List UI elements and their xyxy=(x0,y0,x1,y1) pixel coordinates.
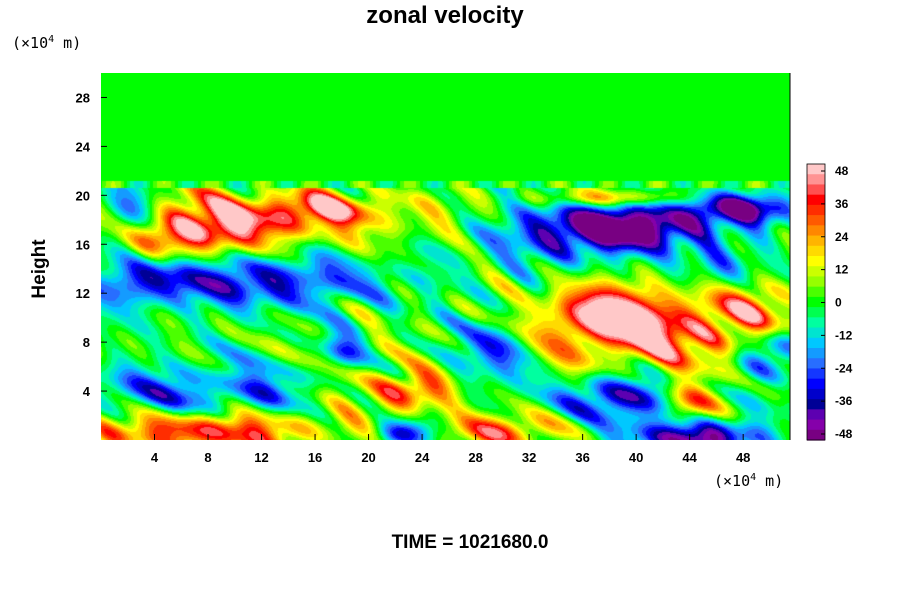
x-tick-label: 32 xyxy=(522,450,536,465)
colorbar-band xyxy=(807,204,825,216)
colorbar-band xyxy=(807,225,825,237)
colorbar-band xyxy=(807,286,825,298)
x-tick-label: 36 xyxy=(575,450,589,465)
colorbar-band xyxy=(807,266,825,278)
x-tick-label: 28 xyxy=(468,450,482,465)
colorbar-band xyxy=(807,235,825,247)
y-axis-unit: (×104 m) xyxy=(12,34,82,52)
colorbar-band xyxy=(807,184,825,196)
time-label: TIME = 1021680.0 xyxy=(391,532,549,553)
colorbar-tick-label: 36 xyxy=(835,197,849,211)
x-axis-ticks: 4 8 12 16 20 24 28 32 36 40 44 48 xyxy=(151,434,750,465)
x-tick-label: 12 xyxy=(254,450,268,465)
x-tick-label: 4 xyxy=(151,450,159,465)
x-tick-label: 8 xyxy=(204,450,211,465)
chart-title: zonal velocity xyxy=(366,2,524,29)
y-tick-label: 24 xyxy=(76,139,91,154)
colorbar-band xyxy=(807,419,825,431)
colorbar-band xyxy=(807,307,825,318)
y-tick-label: 12 xyxy=(76,286,90,301)
colorbar-band xyxy=(807,276,825,288)
colorbar-band xyxy=(807,174,825,186)
colorbar-band xyxy=(807,378,825,390)
colorbar-tick-label: 0 xyxy=(835,296,842,310)
plot-area xyxy=(101,73,790,440)
colorbar-band xyxy=(807,429,825,441)
y-tick-label: 4 xyxy=(83,384,91,399)
colorbar-tick-label: -12 xyxy=(835,328,853,342)
x-tick-label: 48 xyxy=(736,450,750,465)
colorbar-tick-label: 24 xyxy=(835,230,849,244)
colorbar-tick-label: -36 xyxy=(835,394,853,408)
x-tick-label: 16 xyxy=(308,450,322,465)
colorbar-tick-label: -48 xyxy=(835,427,853,441)
y-tick-label: 8 xyxy=(83,335,90,350)
y-tick-label: 28 xyxy=(76,90,90,105)
y-tick-label: 20 xyxy=(76,188,90,203)
colorbar-band xyxy=(807,215,825,226)
colorbar-band xyxy=(807,348,825,359)
x-tick-label: 44 xyxy=(682,450,697,465)
colorbar-band xyxy=(807,358,825,370)
colorbar-band xyxy=(807,388,825,400)
x-tick-label: 40 xyxy=(629,450,643,465)
colorbar-band xyxy=(807,337,825,349)
colorbar-tick-label: 48 xyxy=(835,164,849,178)
colorbar-band xyxy=(807,327,825,339)
y-tick-label: 16 xyxy=(76,237,90,252)
x-tick-label: 24 xyxy=(415,450,430,465)
colorbar-band xyxy=(807,317,825,329)
colorbar-band xyxy=(807,194,825,206)
colorbar-band xyxy=(807,409,825,421)
colorbar-band xyxy=(807,256,825,267)
colorbar-band xyxy=(807,164,825,175)
x-axis-unit: (×104 m) xyxy=(714,472,784,490)
y-axis-ticks: 4 8 12 16 20 24 28 xyxy=(76,90,107,399)
colorbar: 48 36 24 12 0 -12 -24 -36 -48 xyxy=(806,163,853,441)
colorbar-band xyxy=(807,368,825,380)
colorbar-band xyxy=(807,245,825,257)
colorbar-tick-label: 12 xyxy=(835,263,849,277)
velocity-field xyxy=(101,73,790,440)
colorbar-band xyxy=(807,399,825,410)
colorbar-band xyxy=(807,296,825,308)
x-tick-label: 20 xyxy=(361,450,375,465)
colorbar-tick-label: -24 xyxy=(835,361,853,375)
